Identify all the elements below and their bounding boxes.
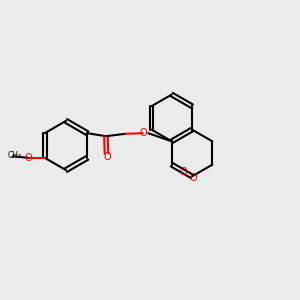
Text: O: O [179, 167, 187, 177]
Text: O: O [24, 153, 32, 163]
Text: O: O [190, 173, 197, 183]
Text: O: O [104, 152, 112, 162]
Text: CH₃: CH₃ [7, 151, 21, 160]
Text: O: O [139, 128, 147, 138]
